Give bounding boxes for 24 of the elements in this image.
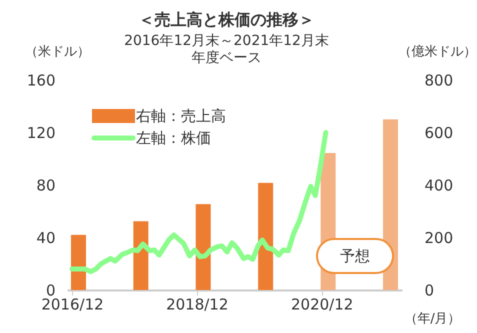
chart-title: ＜売上高と株価の推移＞: [138, 10, 314, 29]
y2-tick-label: 800: [424, 72, 454, 90]
bar: [133, 221, 148, 290]
y-axis-title: （米ドル）: [25, 44, 90, 60]
x-tick-label: 2020/12: [290, 296, 354, 314]
y2-tick-label: 600: [424, 124, 454, 142]
legend-label: 右軸：売上高: [136, 107, 226, 125]
x-tick-label: 2018/12: [166, 296, 228, 314]
y-tick-label: 160: [26, 72, 56, 90]
y-tick-label: 120: [26, 124, 56, 142]
chart-subtitle: 2016年12月末～2021年12月末: [124, 33, 329, 49]
y2-tick-label: 200: [424, 229, 454, 247]
legend-label: 左軸：株価: [136, 129, 211, 147]
bar: [196, 204, 211, 290]
y2-axis-title: （億米ドル）: [398, 44, 476, 60]
y-tick-label: 40: [36, 229, 56, 247]
bar: [258, 182, 274, 290]
bar: [70, 234, 86, 290]
text: 年度ベース: [192, 50, 262, 66]
y2-tick-label: 0: [424, 282, 434, 300]
annotation: 予想: [340, 247, 370, 265]
y-tick-label: 80: [36, 176, 56, 194]
y2-tick-label: 400: [424, 176, 454, 194]
x-axis-title: （年/月）: [404, 312, 461, 326]
